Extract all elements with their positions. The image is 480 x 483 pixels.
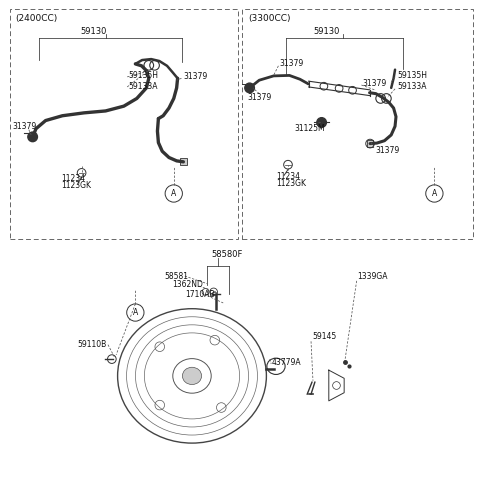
Text: A: A [432, 189, 437, 198]
Text: (3300CC): (3300CC) [248, 14, 291, 24]
Text: 1123GK: 1123GK [61, 181, 91, 190]
Bar [242, 9, 473, 239]
Text: 1362ND: 1362ND [172, 280, 203, 289]
Text: 43779A: 43779A [271, 358, 301, 367]
Text: 59130: 59130 [313, 27, 339, 36]
Ellipse shape [182, 367, 202, 384]
Text: 1123GK: 1123GK [276, 179, 306, 188]
Text: 31125M: 31125M [294, 124, 325, 133]
Text: A: A [171, 189, 176, 198]
Text: 31379: 31379 [280, 59, 304, 69]
Text: 11234: 11234 [61, 174, 85, 183]
Bar [10, 9, 238, 239]
Text: 59133A: 59133A [397, 83, 426, 91]
Circle shape [245, 83, 254, 93]
Text: 1339GA: 1339GA [358, 271, 388, 281]
Text: 59145: 59145 [312, 332, 336, 341]
Text: 59110B: 59110B [78, 340, 107, 349]
Bar [367, 140, 373, 147]
Text: A: A [133, 308, 138, 317]
Text: 59130: 59130 [81, 27, 107, 36]
Text: 31379: 31379 [12, 122, 36, 131]
Text: 59133A: 59133A [129, 83, 158, 91]
Circle shape [28, 132, 37, 142]
Text: 31379: 31379 [362, 79, 387, 87]
Text: 31379: 31379 [376, 146, 400, 155]
Text: 31379: 31379 [247, 93, 272, 102]
Text: 59135H: 59135H [129, 71, 158, 80]
Text: 11234: 11234 [276, 172, 300, 181]
Text: 58581: 58581 [164, 271, 188, 281]
Text: 1710AB: 1710AB [185, 290, 215, 299]
Text: 59135H: 59135H [397, 71, 427, 80]
Bar [180, 158, 187, 165]
Text: 31379: 31379 [183, 72, 208, 81]
Text: (2400CC): (2400CC) [15, 14, 58, 24]
Text: 58580F: 58580F [211, 251, 242, 259]
Circle shape [317, 118, 326, 127]
